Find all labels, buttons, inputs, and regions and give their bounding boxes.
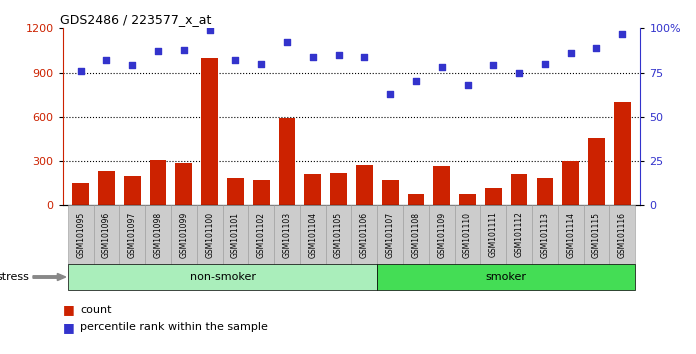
- Bar: [304, 175, 321, 205]
- Bar: [459, 194, 476, 205]
- Point: [178, 47, 189, 52]
- Point: [204, 27, 215, 33]
- Point: [514, 70, 525, 75]
- Point: [436, 64, 448, 70]
- Text: non-smoker: non-smoker: [189, 272, 255, 282]
- Text: GSM101115: GSM101115: [592, 212, 601, 257]
- Point: [462, 82, 473, 88]
- Text: GSM101116: GSM101116: [618, 212, 627, 257]
- Point: [488, 63, 499, 68]
- Text: ■: ■: [63, 303, 74, 316]
- Bar: [175, 162, 192, 205]
- Bar: [278, 118, 295, 205]
- Text: stress: stress: [0, 272, 29, 282]
- Text: GSM101111: GSM101111: [489, 212, 498, 257]
- Text: GSM101101: GSM101101: [231, 212, 240, 257]
- Bar: [150, 160, 166, 205]
- Point: [101, 57, 112, 63]
- Text: GSM101097: GSM101097: [128, 211, 137, 258]
- Point: [539, 61, 551, 67]
- Text: GSM101102: GSM101102: [257, 212, 266, 257]
- Text: percentile rank within the sample: percentile rank within the sample: [80, 322, 268, 332]
- Bar: [408, 194, 425, 205]
- Point: [591, 45, 602, 51]
- Point: [255, 61, 267, 67]
- Point: [411, 79, 422, 84]
- Text: GSM101109: GSM101109: [437, 211, 446, 258]
- Text: ■: ■: [63, 321, 74, 334]
- Text: smoker: smoker: [486, 272, 527, 282]
- Point: [565, 50, 576, 56]
- Text: GSM101103: GSM101103: [283, 211, 292, 258]
- Text: GDS2486 / 223577_x_at: GDS2486 / 223577_x_at: [60, 13, 211, 26]
- Point: [307, 54, 318, 59]
- Point: [617, 31, 628, 36]
- Point: [230, 57, 241, 63]
- Text: GSM101095: GSM101095: [76, 211, 85, 258]
- Point: [333, 52, 344, 58]
- Text: GSM101114: GSM101114: [566, 212, 575, 257]
- Point: [127, 63, 138, 68]
- Bar: [511, 173, 528, 205]
- Text: GSM101104: GSM101104: [308, 211, 317, 258]
- Bar: [124, 176, 141, 205]
- Text: GSM101106: GSM101106: [360, 211, 369, 258]
- Text: GSM101098: GSM101098: [154, 211, 163, 258]
- Bar: [382, 179, 399, 205]
- Bar: [253, 179, 269, 205]
- Bar: [588, 138, 605, 205]
- Text: GSM101096: GSM101096: [102, 211, 111, 258]
- Bar: [485, 188, 502, 205]
- Point: [359, 54, 370, 59]
- Bar: [330, 173, 347, 205]
- Text: GSM101113: GSM101113: [540, 212, 549, 257]
- Point: [75, 68, 86, 74]
- Text: count: count: [80, 305, 111, 315]
- Bar: [537, 178, 553, 205]
- Bar: [356, 166, 373, 205]
- Bar: [614, 102, 631, 205]
- Text: GSM101112: GSM101112: [514, 212, 523, 257]
- Bar: [201, 58, 218, 205]
- Bar: [434, 166, 450, 205]
- Bar: [72, 183, 89, 205]
- Bar: [227, 178, 244, 205]
- Text: GSM101107: GSM101107: [386, 211, 395, 258]
- Text: GSM101099: GSM101099: [180, 211, 189, 258]
- Bar: [562, 161, 579, 205]
- Text: GSM101108: GSM101108: [411, 212, 420, 257]
- Point: [281, 40, 292, 45]
- Text: GSM101110: GSM101110: [463, 212, 472, 257]
- Text: GSM101105: GSM101105: [334, 211, 343, 258]
- Point: [385, 91, 396, 97]
- Bar: [98, 171, 115, 205]
- Text: GSM101100: GSM101100: [205, 211, 214, 258]
- Point: [152, 48, 164, 54]
